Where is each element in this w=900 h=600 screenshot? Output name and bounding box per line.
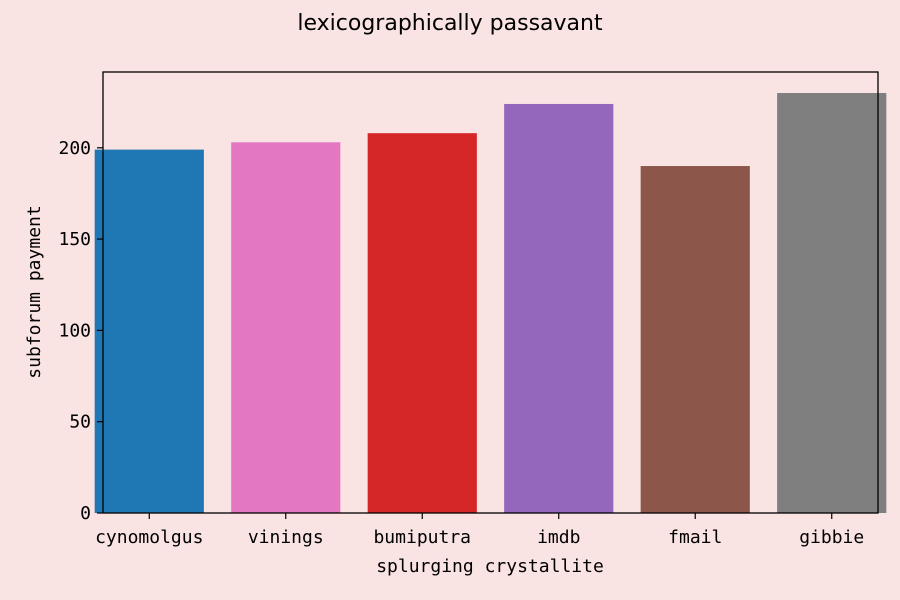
bar-cynomolgus: [94, 149, 204, 513]
y-tick-label: 150: [58, 229, 91, 250]
bar-vinings: [231, 142, 341, 513]
y-tick-label: 100: [58, 320, 91, 341]
chart-title: lexicographically passavant: [297, 11, 603, 36]
x-tick-label: fmail: [668, 527, 722, 548]
y-axis-label: subforum payment: [24, 205, 45, 378]
x-tick-label: bumiputra: [373, 527, 471, 548]
bars-group: [94, 93, 887, 514]
x-tick-label: cynomolgus: [95, 527, 203, 548]
y-tick-label: 200: [58, 138, 91, 159]
x-tick-label: imdb: [537, 527, 580, 548]
bar-bumiputra: [367, 133, 477, 513]
y-tick-label: 0: [80, 503, 91, 524]
plot-frame: [102, 71, 879, 514]
x-axis-ticks: cynomolgus vinings bumiputra imdb fmail gibbi…: [95, 513, 864, 548]
bar-gibbie: [777, 93, 887, 513]
y-tick-label: 50: [69, 412, 91, 433]
x-tick-label: vinings: [248, 527, 324, 548]
bar-imdb: [504, 103, 614, 514]
bar-fmail: [640, 166, 750, 514]
y-axis-ticks: 0 50 100 150 200: [58, 138, 103, 524]
x-axis-label: splurging crystallite: [376, 556, 604, 577]
x-tick-label: gibbie: [799, 527, 864, 548]
